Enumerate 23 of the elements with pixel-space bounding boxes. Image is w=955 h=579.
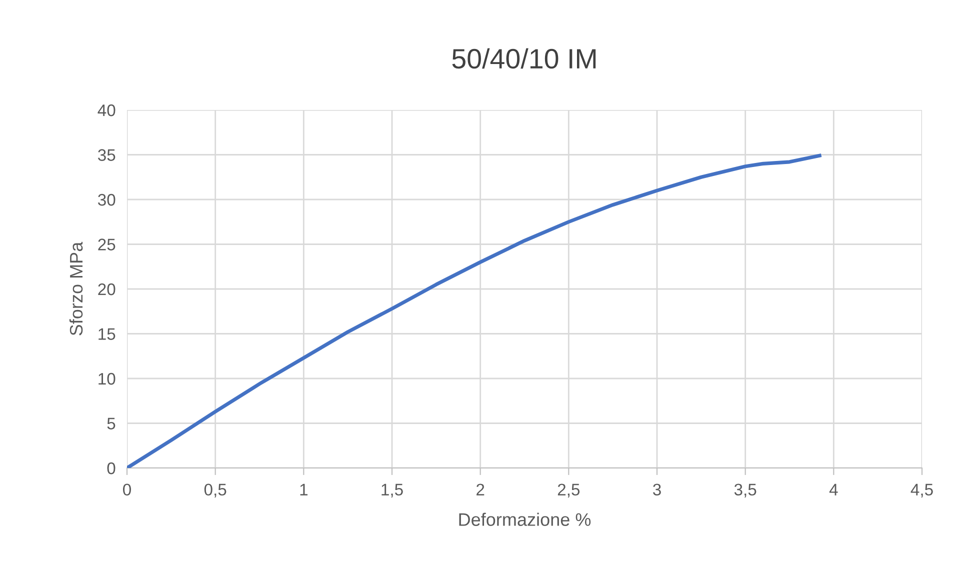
x-tick-label: 2	[476, 484, 484, 496]
x-tick-label: 3,5	[734, 484, 756, 498]
y-tick-label: 35	[98, 149, 116, 161]
y-tick-label: 25	[98, 238, 116, 250]
line-series	[127, 154, 822, 468]
x-tick-label: 0	[123, 484, 131, 496]
y-axis-title: Sforzo MPa	[69, 242, 83, 336]
x-tick-label: 3	[653, 484, 661, 496]
x-tick-label: 1	[300, 484, 308, 496]
y-tick-label: 0	[107, 462, 116, 474]
y-tick-label: 40	[98, 104, 116, 116]
x-tick-label: 4,5	[910, 484, 933, 498]
y-tick-label: 20	[98, 283, 116, 296]
chart-title: 50/40/10 IM	[452, 48, 596, 69]
y-tick-label: 30	[98, 194, 116, 206]
x-tick-label: 0,5	[204, 484, 226, 498]
x-tick-label: 2,5	[558, 484, 580, 498]
x-axis-title: Deformazione %	[459, 512, 591, 526]
x-tick-label: 1,5	[382, 484, 403, 498]
y-tick-label: 5	[107, 418, 116, 430]
x-tick-label: 4	[829, 484, 838, 496]
y-tick-label: 10	[98, 372, 116, 385]
y-tick-label: 15	[98, 328, 116, 340]
